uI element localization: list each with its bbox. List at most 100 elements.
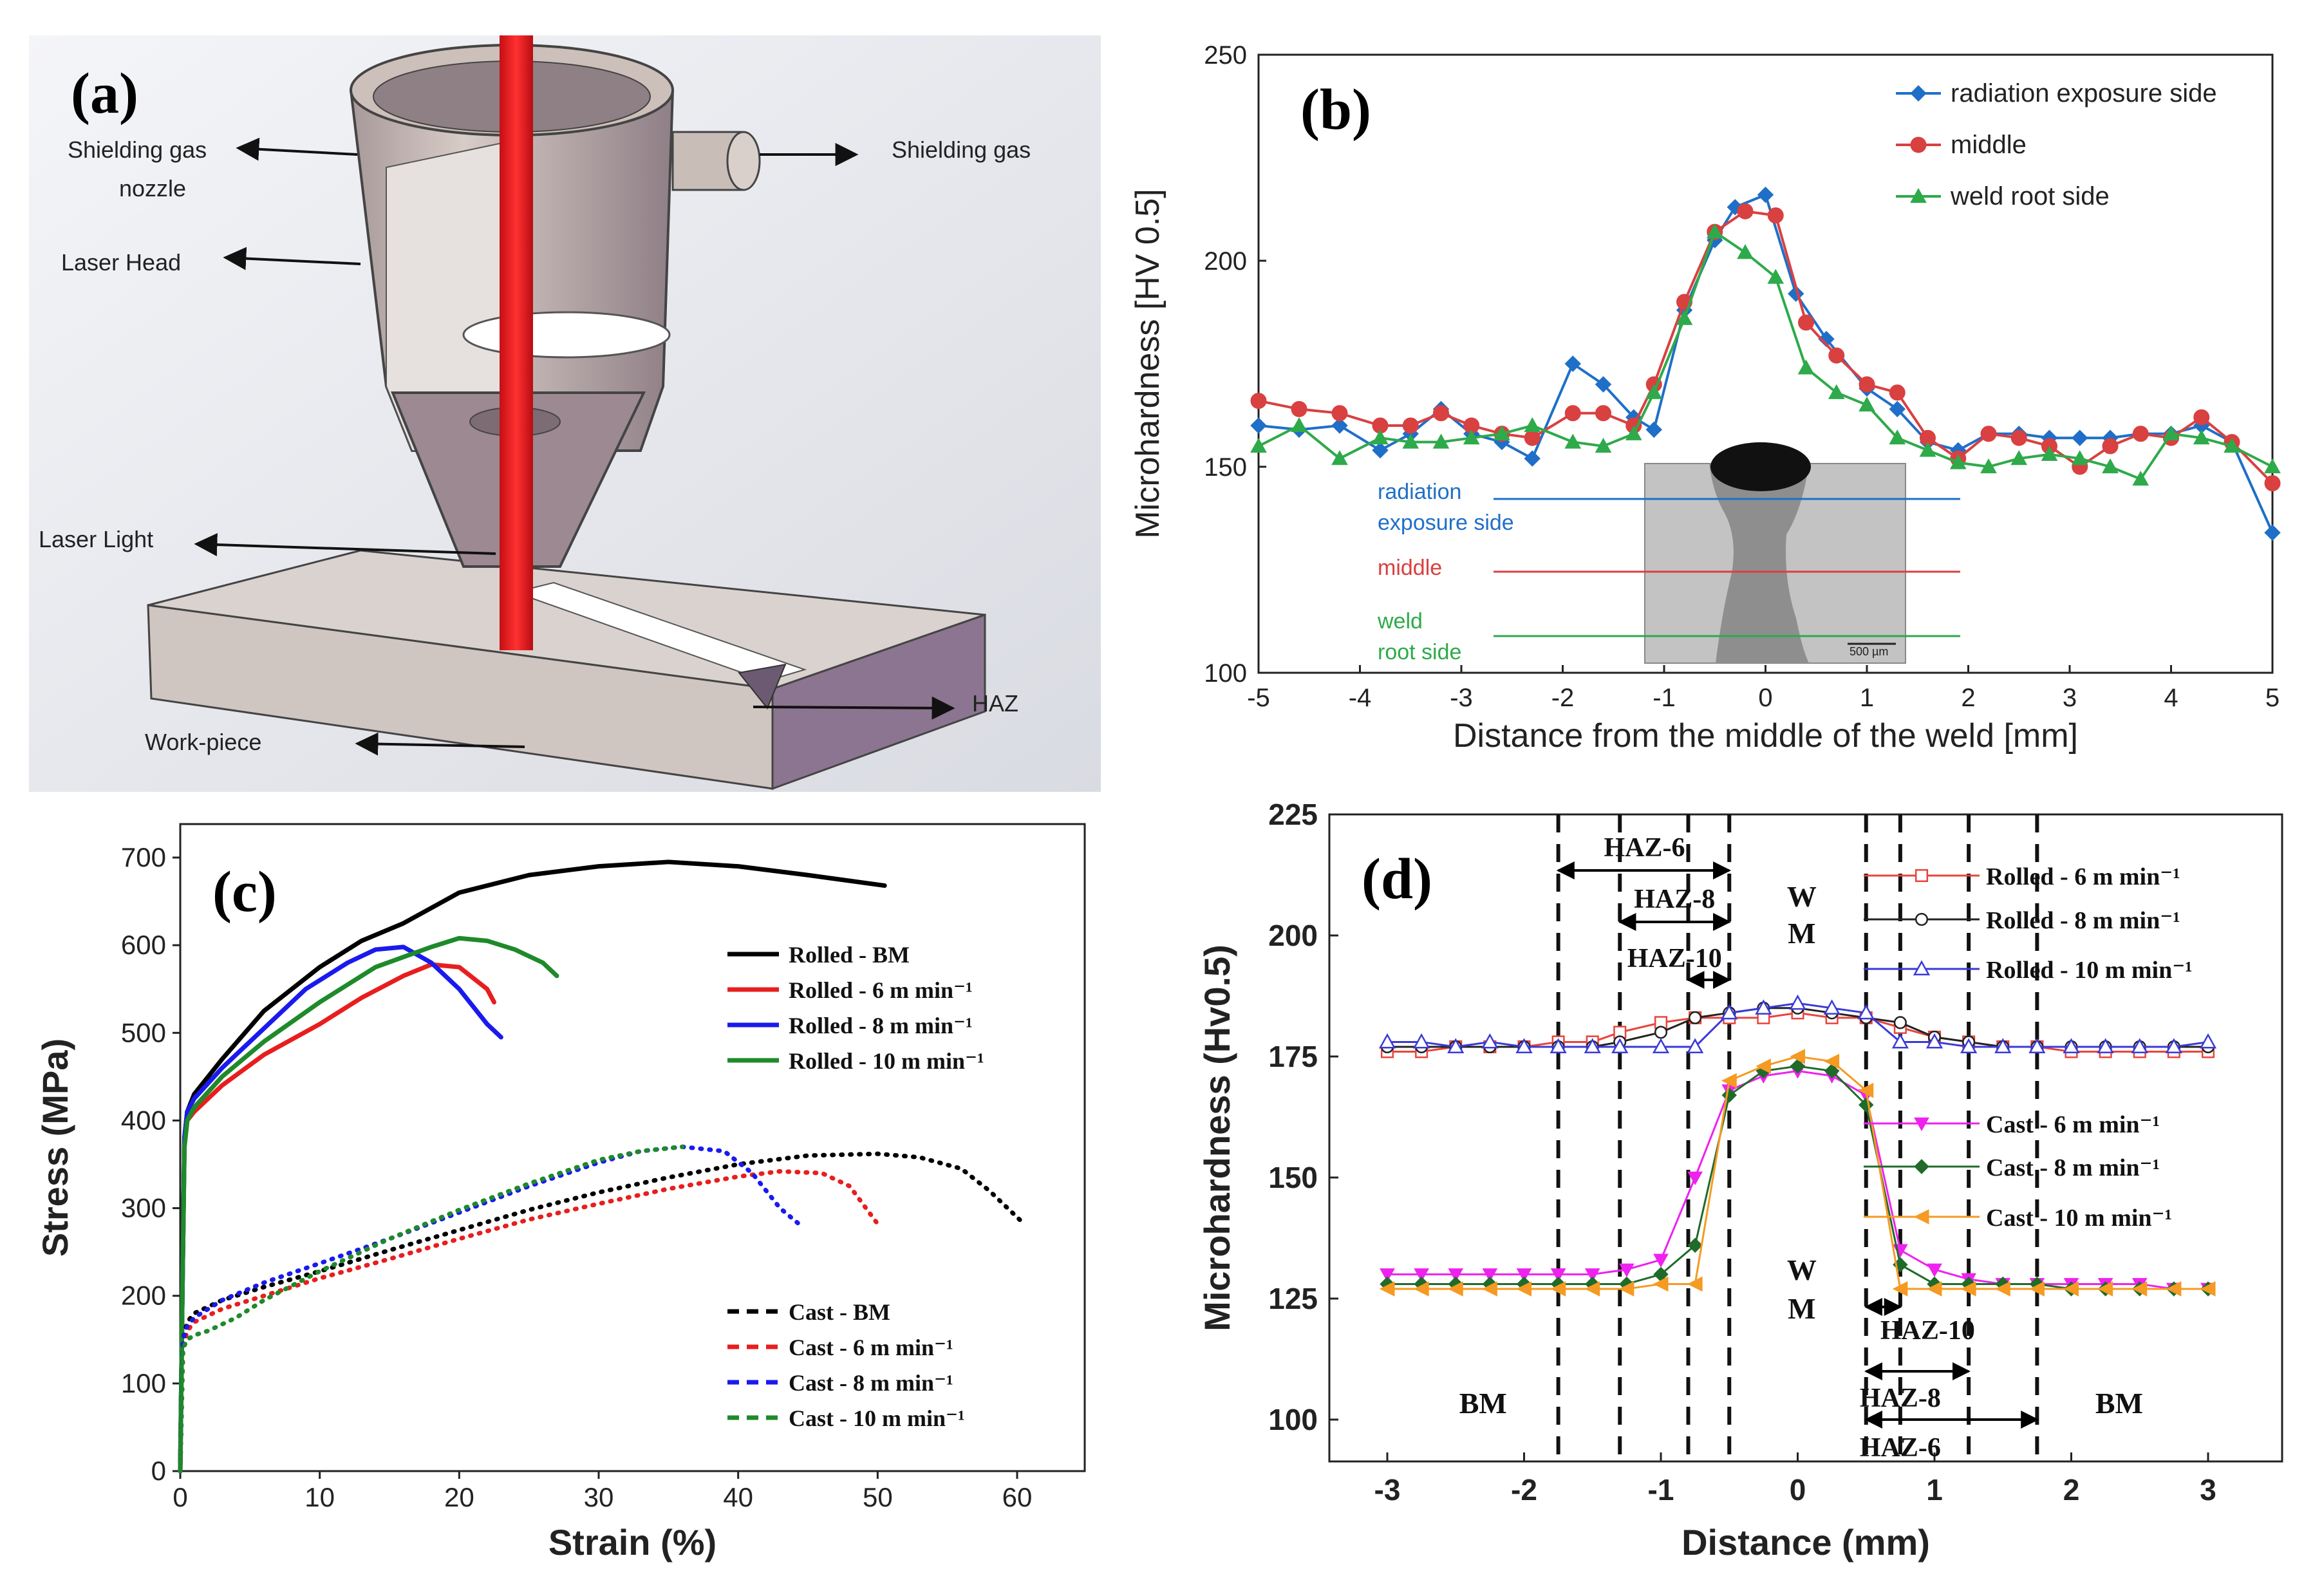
legend-label: Rolled - 10 m min⁻¹ <box>1986 957 2193 984</box>
data-point <box>1889 384 1906 401</box>
data-point <box>1516 1268 1532 1282</box>
data-point <box>1595 437 1612 453</box>
data-point <box>1828 347 1845 364</box>
plot-d-series <box>1378 994 2217 1297</box>
annotation-nozzle-2: nozzle <box>119 175 186 202</box>
data-point <box>1687 1171 1703 1186</box>
data-point <box>1654 1016 1668 1029</box>
data-point <box>1721 1087 1737 1103</box>
panel-a-label: (a) <box>71 62 138 126</box>
data-point <box>1613 1026 1627 1039</box>
y-tick-label: 100 <box>1204 659 1247 688</box>
data-point <box>1823 999 1840 1015</box>
y-tick-label: 700 <box>121 842 166 872</box>
legend-marker <box>1913 1209 1929 1225</box>
legend-label: Rolled - BM <box>789 942 910 968</box>
x-tick-label: 0 <box>1790 1473 1806 1507</box>
legend-label: Cast - BM <box>789 1299 890 1325</box>
x-tick-label: -1 <box>1653 684 1676 712</box>
zone-label: HAZ-10 <box>1880 1316 1975 1346</box>
y-tick-label: 150 <box>1268 1161 1318 1194</box>
x-tick-label: -4 <box>1349 684 1372 712</box>
data-point <box>1250 393 1267 409</box>
legend-label: weld root side <box>1950 182 2110 211</box>
panel-d-label: (d) <box>1362 847 1432 911</box>
legend-marker <box>1910 136 1927 153</box>
legend-label: Cast - 10 m min⁻¹ <box>789 1405 965 1431</box>
legend-marker <box>1910 85 1927 102</box>
data-point <box>1250 437 1267 453</box>
data-point <box>1893 1016 1907 1029</box>
data-point <box>1331 417 1348 434</box>
plot-d-ticks: -3 -2 -1 0 1 2 3 100 125 150 175 200 225 Distance (mm… <box>1197 798 2216 1563</box>
zone-label: HAZ-8 <box>1860 1384 1941 1413</box>
data-point <box>1767 268 1784 284</box>
zone-label: W <box>1787 880 1817 913</box>
data-point <box>1482 1281 1497 1297</box>
data-point <box>1584 1281 1600 1297</box>
legend-label: Rolled - 6 m min⁻¹ <box>789 977 973 1003</box>
data-point <box>2224 437 2240 453</box>
data-point <box>1402 417 1419 434</box>
panel-c-label: (c) <box>212 860 277 924</box>
data-point <box>1790 1058 1806 1074</box>
data-point <box>2132 471 2149 486</box>
data-point <box>1818 330 1835 348</box>
legend-label: Cast - 8 m min⁻¹ <box>789 1370 953 1396</box>
series-curve-dashed <box>178 1144 803 1474</box>
data-point <box>2162 425 2180 440</box>
data-point <box>2264 524 2281 541</box>
legend-marker <box>1915 868 1929 883</box>
series-curve-solid <box>178 859 887 1474</box>
data-point <box>1402 433 1419 449</box>
data-point <box>2165 1038 2183 1054</box>
data-point <box>1550 1038 1567 1054</box>
legend-marker <box>1914 1159 1929 1174</box>
data-point <box>1524 450 1541 467</box>
zone-label: BM <box>2095 1387 2143 1420</box>
x-tick-label: 10 <box>304 1482 335 1512</box>
legend-marker <box>1914 1117 1929 1132</box>
data-point <box>1689 1011 1702 1024</box>
data-point <box>1645 384 1663 399</box>
y-tick-label: 500 <box>121 1017 166 1047</box>
data-point <box>1824 1063 1840 1079</box>
data-point <box>1524 429 1541 446</box>
series-curve-dashed <box>178 1169 880 1474</box>
annotation-haz: HAZ <box>972 690 1018 717</box>
legend-label: Cast - 10 m min⁻¹ <box>1986 1205 2172 1232</box>
data-point <box>1721 1004 1738 1020</box>
legend-label: Rolled - 6 m min⁻¹ <box>1986 863 2180 890</box>
data-point <box>1619 1263 1634 1277</box>
data-point <box>1994 1038 2012 1054</box>
data-point <box>2193 429 2210 445</box>
plot-b-ticks: -5 -4 -3 -2 -1 0 1 2 3 4 5 100 150 200 250 Distance fro… <box>1129 41 2280 755</box>
annotation-workpiece: Work-piece <box>145 729 261 755</box>
zone-label: HAZ-6 <box>1860 1433 1941 1463</box>
data-point <box>2131 1281 2148 1297</box>
data-point <box>1857 1004 1875 1020</box>
data-point <box>1378 1033 1396 1049</box>
data-point <box>1756 1058 1771 1074</box>
data-point <box>1414 1281 1429 1297</box>
data-point <box>1447 1038 1465 1054</box>
series-curve-solid <box>178 962 496 1474</box>
y-tick-label: 200 <box>1268 919 1318 952</box>
zone-label: HAZ-10 <box>1627 944 1722 973</box>
annotation-nozzle-1: Shielding gas <box>68 136 207 163</box>
data-point <box>1995 1281 2010 1297</box>
y-tick-label: 400 <box>121 1105 166 1135</box>
data-point <box>1291 400 1307 417</box>
legend-label: radiation exposure side <box>1951 79 2217 108</box>
data-point <box>1824 1053 1840 1069</box>
x-tick-label: 1 <box>1926 1473 1943 1507</box>
data-point <box>1432 433 1450 449</box>
data-point <box>1949 454 1967 469</box>
zone-label: M <box>1788 917 1815 950</box>
data-point <box>1798 314 1814 331</box>
data-point <box>1859 376 1875 393</box>
x-tick-label: 60 <box>1002 1482 1033 1512</box>
data-point <box>1618 1281 1634 1297</box>
inner-ring <box>462 311 671 359</box>
